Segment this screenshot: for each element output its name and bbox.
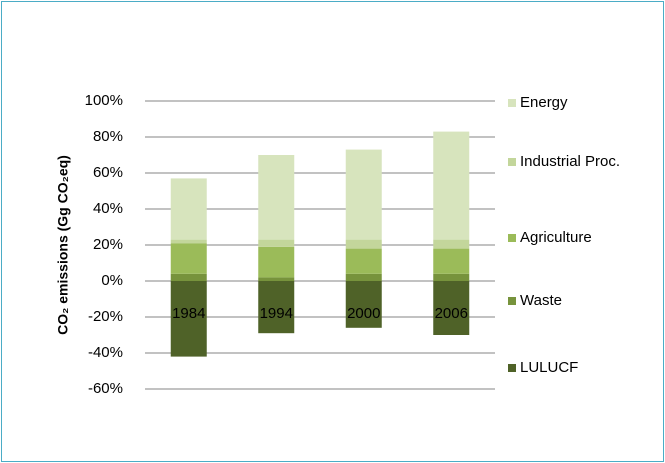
y-tick-label: 80% (93, 128, 123, 145)
legend-entry: Energy (508, 93, 630, 113)
y-axis-title: CO₂ emissions (Gg CO₂eq) (55, 155, 71, 335)
bar-segment (433, 273, 470, 281)
legend-label: Agriculture (520, 229, 592, 246)
bar-segment (170, 273, 207, 281)
legend-swatch (508, 99, 516, 107)
legend-swatch (508, 297, 516, 305)
legend-label: Energy (520, 94, 568, 111)
bar-segment (433, 281, 470, 335)
bar-segment (345, 149, 382, 240)
y-tick-label: -40% (88, 344, 123, 361)
bar-segment (258, 281, 295, 334)
x-tick-label: 1984 (172, 305, 205, 322)
bar-segment (433, 248, 470, 274)
legend-swatch (508, 234, 516, 242)
y-tick-label: 100% (85, 92, 123, 109)
legend-entry: LULUCF (508, 358, 630, 378)
bar-segment (433, 239, 470, 249)
legend-entry: Agriculture (508, 228, 630, 248)
bar-segment (170, 281, 207, 357)
y-tick-label: -20% (88, 308, 123, 325)
bar-segment (170, 239, 207, 244)
bar-segment (345, 281, 382, 328)
bar-segment (258, 246, 295, 278)
bar-segment (258, 277, 295, 281)
y-tick-label: -60% (88, 380, 123, 397)
x-tick-label: 2000 (347, 305, 380, 322)
y-tick-label: 20% (93, 236, 123, 253)
legend-entry: Waste (508, 291, 630, 311)
legend-label: LULUCF (520, 359, 579, 376)
bar-segment (345, 248, 382, 274)
bar-segment (170, 243, 207, 274)
bar-segment (170, 178, 207, 240)
y-tick-label: 60% (93, 164, 123, 181)
x-tick-label: 2006 (435, 305, 468, 322)
legend-label: Waste (520, 292, 562, 309)
bar-segment (433, 131, 470, 240)
legend-swatch (508, 158, 516, 166)
bar-segment (258, 239, 295, 247)
legend-swatch (508, 364, 516, 372)
bar-segment (345, 239, 382, 249)
y-tick-label: 0% (101, 272, 123, 289)
bar-segment (345, 273, 382, 281)
x-tick-label: 1994 (260, 305, 293, 322)
y-tick-label: 40% (93, 200, 123, 217)
legend-entry: Industrial Proc. (508, 152, 630, 172)
bar-segment (258, 155, 295, 240)
legend-label: Industrial Proc. (520, 153, 621, 170)
